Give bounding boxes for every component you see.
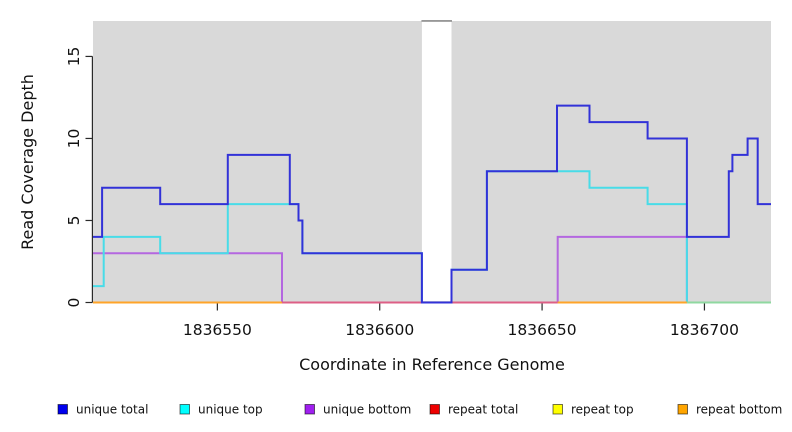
x-tick-label: 1836550 — [183, 321, 252, 339]
legend-label: repeat bottom — [696, 403, 782, 417]
plot-panel — [93, 20, 771, 303]
legend-label: unique bottom — [323, 403, 411, 417]
legend-item-repeat-bottom: repeat bottom — [677, 403, 782, 417]
legend-swatch-unique-total — [57, 404, 68, 415]
legend-swatch-repeat-top — [552, 404, 563, 415]
legend-label: unique top — [198, 403, 263, 417]
legend-item-unique-bottom: unique bottom — [304, 403, 411, 417]
x-tick-label: 1836650 — [508, 321, 577, 339]
x-tick-label: 1836600 — [345, 321, 414, 339]
legend-item-repeat-top: repeat top — [552, 403, 634, 417]
legend-swatch-repeat-bottom — [677, 404, 688, 415]
legend: unique total unique top unique bottom repea… — [57, 403, 782, 417]
coverage-series-lines — [93, 104, 771, 304]
legend-item-repeat-total: repeat total — [429, 403, 518, 417]
y-tick-label: 0 — [65, 298, 83, 308]
legend-label: repeat total — [448, 403, 518, 417]
series-line-unique-total — [93, 104, 771, 304]
y-tick-label: 15 — [65, 47, 83, 67]
y-tick-label: 10 — [65, 129, 83, 149]
y-axis-title: Read Coverage Depth — [18, 74, 37, 250]
legend-swatch-unique-top — [179, 404, 190, 415]
legend-swatch-repeat-total — [429, 404, 440, 415]
legend-label: repeat top — [571, 403, 634, 417]
legend-label: unique total — [76, 403, 148, 417]
no-data-gap — [421, 21, 452, 301]
x-tick-label: 1836700 — [670, 321, 739, 339]
legend-swatch-unique-bottom — [304, 404, 315, 415]
y-tick-label: 5 — [65, 216, 83, 226]
x-axis-title: Coordinate in Reference Genome — [299, 355, 565, 374]
legend-item-unique-top: unique top — [179, 403, 263, 417]
legend-item-unique-total: unique total — [57, 403, 148, 417]
axes: 0 5 10 15 1836550 1836600 1836650 1836700 — [65, 47, 739, 339]
